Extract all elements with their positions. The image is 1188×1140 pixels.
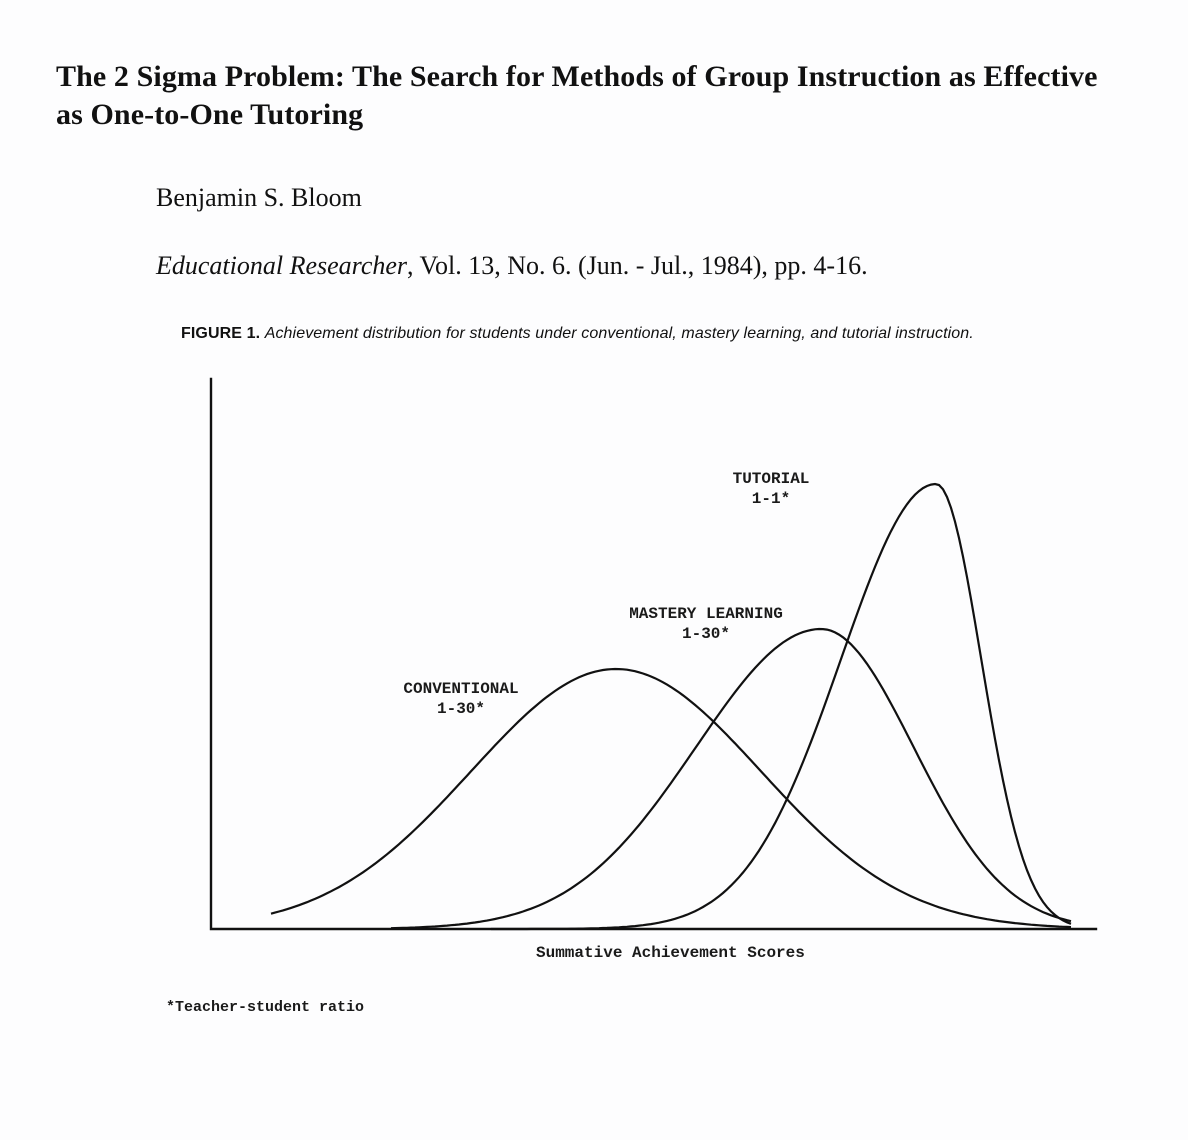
curve-label-mastery-line1: MASTERY LEARNING: [629, 605, 783, 623]
distribution-chart-svg: [166, 369, 1106, 969]
journal-name: Educational Researcher: [156, 251, 407, 280]
curve-label-conventional: CONVENTIONAL 1-30*: [403, 679, 518, 719]
figure-caption-lead: FIGURE 1.: [181, 325, 260, 342]
x-axis-label: Summative Achievement Scores: [536, 944, 805, 962]
paper-meta: Benjamin S. Bloom Educational Researcher…: [156, 183, 1056, 281]
curve-label-mastery: MASTERY LEARNING 1-30*: [629, 604, 783, 644]
figure-caption-desc: Achievement distribution for students un…: [265, 325, 974, 342]
figure-caption: FIGURE 1. Achievement distribution for s…: [181, 323, 981, 345]
page-root: The 2 Sigma Problem: The Search for Meth…: [0, 0, 1188, 1140]
curve-label-mastery-line2: 1-30*: [629, 624, 783, 644]
figure-footnote: *Teacher-student ratio: [166, 999, 1132, 1016]
paper-author: Benjamin S. Bloom: [156, 183, 1056, 213]
curve-label-tutorial-line1: TUTORIAL: [733, 470, 810, 488]
paper-citation: Educational Researcher, Vol. 13, No. 6. …: [156, 251, 1056, 281]
curve-label-conventional-line2: 1-30*: [403, 699, 518, 719]
curve-label-conventional-line1: CONVENTIONAL: [403, 680, 518, 698]
curve-label-tutorial-line2: 1-1*: [733, 489, 810, 509]
paper-title: The 2 Sigma Problem: The Search for Meth…: [56, 58, 1132, 133]
figure-plot: CONVENTIONAL 1-30* MASTERY LEARNING 1-30…: [166, 369, 1106, 989]
curve-label-tutorial: TUTORIAL 1-1*: [733, 469, 810, 509]
citation-tail: , Vol. 13, No. 6. (Jun. - Jul., 1984), p…: [407, 251, 868, 280]
